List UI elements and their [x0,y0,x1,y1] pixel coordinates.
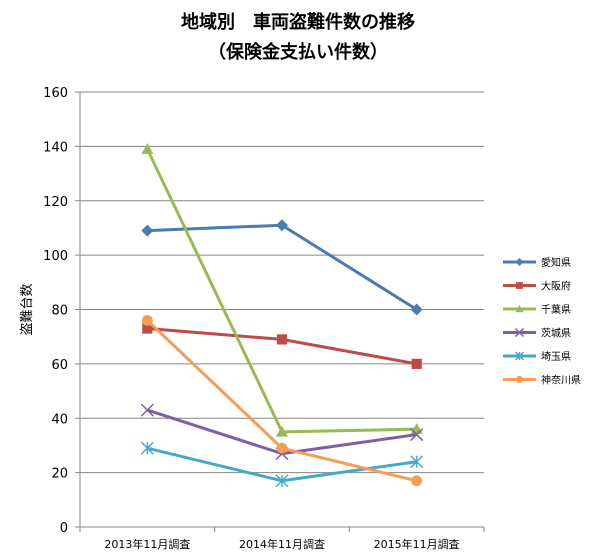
data-point [141,314,153,326]
data-point [141,224,154,237]
legend-item: 大阪府 [503,280,571,293]
legend-marker [514,351,525,361]
data-point [411,475,423,487]
y-tick-label: 120 [43,195,68,210]
data-point [411,358,422,369]
gridlines [80,91,484,474]
data-point [410,303,423,316]
data-point [142,323,153,334]
y-axis-ticks: 0 20 40 60 80 100 120 140 160 [43,86,80,536]
y-tick-label: 100 [43,249,68,264]
data-point [276,425,288,437]
y-tick-label: 20 [51,467,68,482]
chart-title-line-2: （保険金支払い件数） [208,41,388,63]
y-tick-label: 40 [51,412,68,427]
chart-title-line-1: 地域別 車両盗難件数の推移 [181,11,415,33]
series-line [147,223,418,311]
y-axis-label: 盗難台数 [19,283,35,335]
legend-item: 茨城県 [503,327,571,340]
data-point [276,334,288,345]
legend-marker [514,327,525,338]
legend-label: 神奈川県 [541,374,581,387]
legend-marker [516,282,523,289]
series-line [145,148,417,434]
data-point [140,441,154,455]
series-group [140,143,424,488]
legend-item: 愛知県 [503,256,571,269]
legend-marker [515,375,524,384]
data-point [275,474,289,488]
legend-label: 茨城県 [541,327,571,340]
x-tick-label: 2013年11月調査 [104,537,190,551]
x-axis-ticks: 2013年11月調査 2014年11月調査 2015年11月調査 [79,527,485,551]
data-point [276,219,288,232]
legend-label: 千葉県 [541,303,571,316]
data-point [141,143,154,154]
data-point [276,442,288,454]
data-point [410,455,424,469]
y-tick-label: 80 [51,304,68,319]
data-point [410,428,424,442]
legend-marker [515,258,524,266]
x-tick-label: 2014年11月調査 [239,537,325,551]
legend-label: 愛知県 [541,256,571,269]
legend-label: 大阪府 [541,280,571,293]
data-point [140,403,154,417]
legend-label: 埼玉県 [541,350,571,363]
series-6 [141,314,423,487]
series-2 [142,323,422,369]
y-tick-label: 160 [43,86,68,101]
legend-marker [515,305,524,313]
y-tick-label: 60 [51,358,68,373]
legend-item: 神奈川県 [503,374,581,387]
series-5 [140,441,424,488]
series-1 [141,219,423,316]
series-4 [140,403,424,461]
x-tick-label: 2015年11月調査 [374,537,460,551]
y-tick-label: 140 [43,140,68,155]
legend-item: 埼玉県 [503,350,571,363]
y-tick-label: 0 [60,521,68,536]
series-3 [141,143,423,437]
legend-item: 千葉県 [503,303,571,316]
